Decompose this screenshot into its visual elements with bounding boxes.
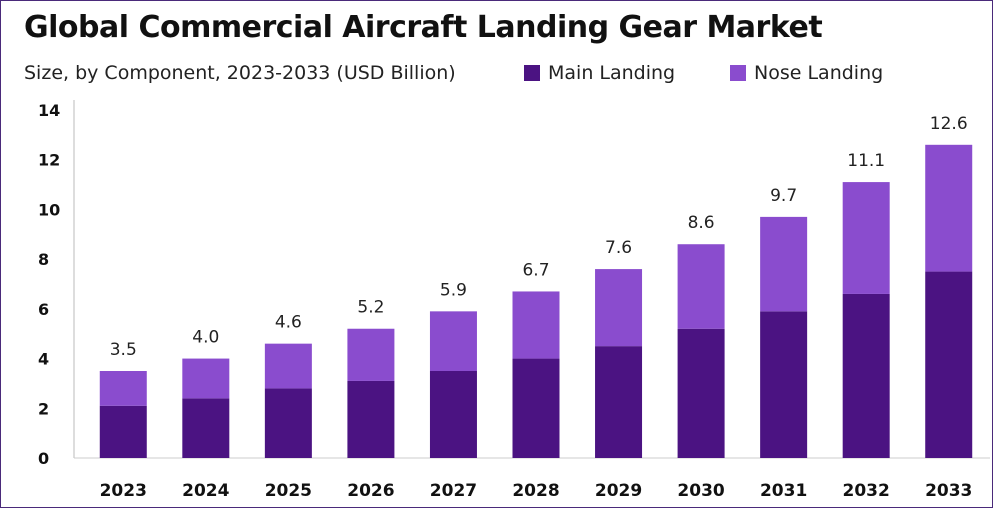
x-tick-label-2029: 2029 [595, 481, 642, 501]
x-tick-label-2030: 2030 [677, 481, 724, 501]
y-tick-label-6: 6 [38, 300, 49, 319]
bar-main-landing-2033 [925, 271, 973, 458]
x-tick-label-2028: 2028 [512, 481, 559, 501]
y-tick-label-2: 2 [38, 399, 49, 418]
data-label-2023: 3.5 [110, 340, 137, 360]
bar-nose-landing-2033 [925, 144, 973, 272]
data-label-2027: 5.9 [440, 280, 467, 300]
legend-label-main-landing: Main Landing [548, 62, 676, 84]
bar-main-landing-2025 [264, 388, 312, 458]
data-label-2028: 6.7 [522, 260, 549, 280]
data-label-2029: 7.6 [605, 238, 632, 258]
legend-label-nose-landing: Nose Landing [754, 62, 884, 84]
bar-main-landing-2024 [182, 398, 230, 458]
y-tick-label-12: 12 [38, 151, 60, 170]
x-tick-label-2023: 2023 [100, 481, 147, 501]
data-label-2024: 4.0 [192, 328, 219, 348]
legend-item-main-landing: Main Landing [524, 62, 675, 84]
y-tick-label-10: 10 [38, 200, 60, 219]
x-tick-label-2027: 2027 [430, 481, 477, 501]
y-tick-label-14: 14 [38, 101, 60, 120]
data-label-2030: 8.6 [688, 213, 715, 233]
chart-subtitle: Size, by Component, 2023-2033 (USD Billi… [24, 62, 456, 84]
chart-title: Global Commercial Aircraft Landing Gear … [24, 10, 823, 45]
bar-nose-landing-2031 [760, 216, 808, 312]
bar-main-landing-2031 [760, 311, 808, 458]
bar-main-landing-2026 [347, 380, 395, 458]
bar-nose-landing-2023 [99, 371, 147, 406]
data-label-2032: 11.1 [847, 151, 885, 171]
bar-nose-landing-2028 [512, 291, 560, 359]
bar-nose-landing-2025 [264, 343, 312, 389]
bar-main-landing-2032 [842, 293, 890, 458]
bar-nose-landing-2030 [677, 244, 725, 329]
bar-nose-landing-2027 [429, 311, 477, 371]
x-tick-label-2031: 2031 [760, 481, 807, 501]
legend-swatch-nose-landing [730, 65, 746, 81]
data-label-2025: 4.6 [275, 313, 302, 333]
bar-nose-landing-2032 [842, 182, 890, 294]
bar-main-landing-2028 [512, 358, 560, 458]
x-tick-label-2024: 2024 [182, 481, 229, 501]
bar-nose-landing-2026 [347, 328, 395, 381]
legend-item-nose-landing: Nose Landing [730, 62, 883, 84]
data-label-2033: 12.6 [930, 114, 968, 134]
legend-swatch-main-landing [524, 65, 540, 81]
bar-nose-landing-2024 [182, 358, 230, 399]
data-label-2026: 5.2 [357, 298, 384, 318]
x-tick-label-2032: 2032 [843, 481, 890, 501]
bar-main-landing-2030 [677, 328, 725, 458]
bar-main-landing-2023 [99, 405, 147, 458]
y-tick-label-0: 0 [38, 449, 49, 468]
y-tick-label-8: 8 [38, 250, 49, 269]
x-tick-label-2026: 2026 [347, 481, 394, 501]
bar-nose-landing-2029 [595, 269, 643, 347]
x-tick-label-2033: 2033 [925, 481, 972, 501]
bar-main-landing-2027 [429, 371, 477, 458]
bar-main-landing-2029 [595, 346, 643, 458]
y-tick-label-4: 4 [38, 350, 49, 369]
x-tick-label-2025: 2025 [265, 481, 312, 501]
data-label-2031: 9.7 [770, 186, 797, 206]
